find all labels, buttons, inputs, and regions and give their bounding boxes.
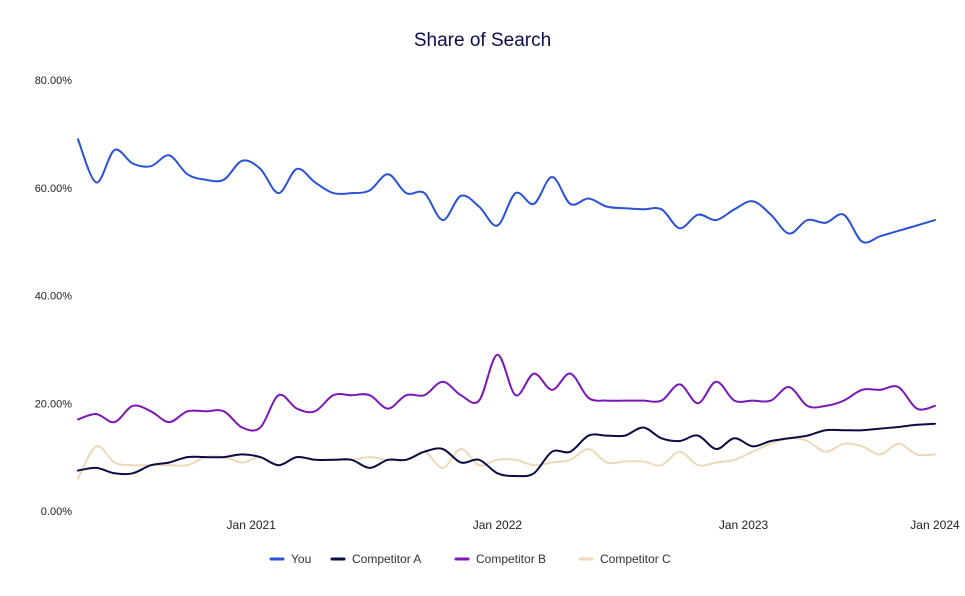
series-line-competitor-a <box>77 422 936 478</box>
series-line-competitor-c <box>77 437 936 480</box>
series-lines <box>77 138 936 480</box>
legend-item-competitor-a[interactable]: Competitor A <box>330 552 421 566</box>
x-tick-label: Jan 2024 <box>910 518 960 532</box>
y-tick-label: 60.00% <box>35 183 73 195</box>
y-axis: 0.00% 20.00% 40.00% 60.00% 80.00% <box>35 75 73 518</box>
y-tick-label: 80.00% <box>35 75 73 87</box>
y-tick-label: 0.00% <box>41 506 72 518</box>
x-tick-label: Jan 2022 <box>473 518 523 532</box>
x-axis: Jan 2021 Jan 2022 Jan 2023 Jan 2024 <box>227 518 960 532</box>
x-tick-label: Jan 2023 <box>719 518 769 532</box>
chart-title: Share of Search <box>413 30 552 51</box>
x-tick-label: Jan 2021 <box>227 518 277 532</box>
legend[interactable]: You Competitor A Competitor B Competitor C <box>269 552 671 566</box>
legend-label: Competitor C <box>600 552 671 566</box>
series-line-you <box>77 138 936 244</box>
y-tick-label: 20.00% <box>35 398 73 410</box>
series-line-competitor-b <box>77 353 936 432</box>
legend-label: Competitor B <box>476 552 546 566</box>
y-tick-label: 40.00% <box>35 291 73 303</box>
legend-label: You <box>291 552 311 566</box>
legend-label: Competitor A <box>352 552 421 566</box>
legend-item-you[interactable]: You <box>269 552 311 566</box>
legend-item-competitor-b[interactable]: Competitor B <box>454 552 546 566</box>
legend-item-competitor-c[interactable]: Competitor C <box>578 552 671 566</box>
